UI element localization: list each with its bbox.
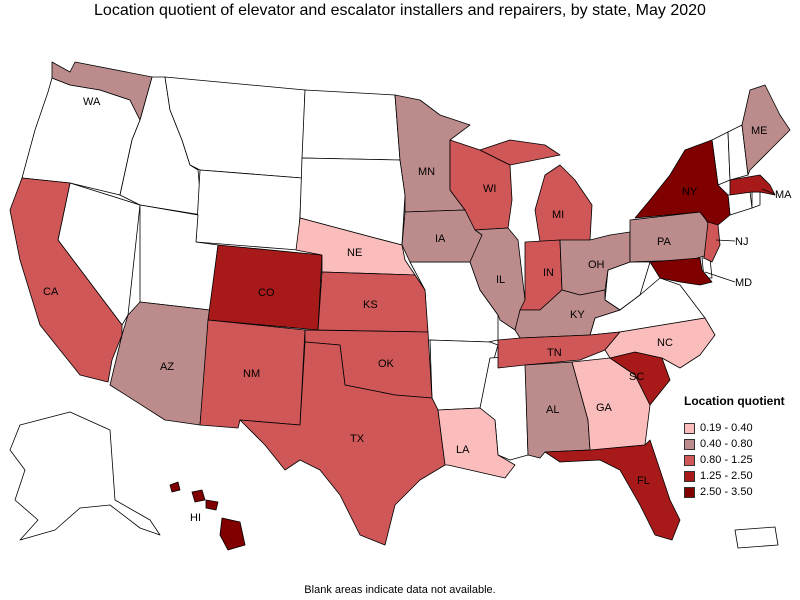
label-tn: TN <box>547 347 562 359</box>
label-ne: NE <box>347 247 362 259</box>
legend-rows: 0.19 - 0.40 0.40 - 0.80 0.80 - 1.25 1.25 - … <box>684 420 796 500</box>
label-wi: WI <box>483 183 496 195</box>
legend-item: 2.50 - 3.50 <box>684 484 796 500</box>
label-ny: NY <box>682 186 698 198</box>
state-wa[interactable] <box>51 61 153 121</box>
state-nc[interactable] <box>604 317 716 369</box>
state-wy[interactable] <box>195 169 303 251</box>
label-ca: CA <box>43 286 59 298</box>
label-pa: PA <box>657 236 672 248</box>
label-wa: WA <box>83 96 101 108</box>
state-il[interactable] <box>469 227 526 331</box>
label-ma: MA <box>775 189 792 201</box>
map-title: Location quotient of elevator and escala… <box>94 2 706 19</box>
label-nj: NJ <box>735 236 748 248</box>
label-nc: NC <box>657 337 673 349</box>
state-hi[interactable] <box>169 481 246 551</box>
state-ri[interactable] <box>751 191 761 209</box>
label-al: AL <box>546 404 559 416</box>
label-me: ME <box>751 125 768 137</box>
legend-label: 2.50 - 3.50 <box>700 486 753 498</box>
footnote: Blank areas indicate data not available. <box>304 584 496 596</box>
state-tx[interactable] <box>239 341 446 546</box>
legend-swatch <box>684 422 695 434</box>
legend-swatch <box>684 486 695 498</box>
label-ky: KY <box>570 309 585 321</box>
label-az: AZ <box>160 361 174 373</box>
label-fl: FL <box>637 475 650 487</box>
state-ak[interactable] <box>9 411 161 541</box>
state-ca[interactable] <box>9 177 123 383</box>
label-nm: NM <box>243 368 260 380</box>
label-tx: TX <box>350 433 365 445</box>
legend-title: Location quotient <box>684 394 785 408</box>
state-mi[interactable] <box>479 139 593 243</box>
legend-swatch <box>684 470 695 482</box>
legend-item: 0.40 - 0.80 <box>684 436 796 452</box>
state-md[interactable] <box>649 257 713 286</box>
legend-item: 0.80 - 1.25 <box>684 452 796 468</box>
leader-lines <box>704 188 776 283</box>
label-mi: MI <box>552 209 564 221</box>
label-ia: IA <box>435 233 446 245</box>
legend-label: 1.25 - 2.50 <box>700 470 753 482</box>
label-mn: MN <box>418 166 435 178</box>
legend-item: 0.19 - 0.40 <box>684 420 796 436</box>
state-ny[interactable] <box>634 139 731 231</box>
leader-nj <box>715 239 736 242</box>
state-nd[interactable] <box>301 89 401 161</box>
legend-label: 0.19 - 0.40 <box>700 422 753 434</box>
label-oh: OH <box>588 259 605 271</box>
legend-swatch <box>684 438 695 450</box>
state-fl[interactable] <box>544 439 681 541</box>
legend-label: 0.40 - 0.80 <box>700 438 753 450</box>
state-nj[interactable] <box>703 221 721 263</box>
leader-ma <box>761 188 776 195</box>
legend-label: 0.80 - 1.25 <box>700 454 753 466</box>
label-la: LA <box>456 444 470 456</box>
label-il: IL <box>496 274 505 286</box>
leader-md <box>704 271 736 283</box>
state-la[interactable] <box>437 407 516 479</box>
state-ks[interactable] <box>317 271 429 333</box>
state-me[interactable] <box>741 84 791 176</box>
legend-swatch <box>684 454 695 466</box>
label-ok: OK <box>378 358 395 370</box>
state-pr[interactable] <box>734 526 779 549</box>
legend-item: 1.25 - 2.50 <box>684 468 796 484</box>
label-in: IN <box>543 267 554 279</box>
label-ga: GA <box>596 402 613 414</box>
label-sc: SC <box>629 371 644 383</box>
state-ct[interactable] <box>727 191 753 216</box>
legend: Location quotient 0.19 - 0.40 0.40 - 0.80… <box>684 394 796 500</box>
label-co: CO <box>258 287 275 299</box>
label-md: MD <box>735 277 752 289</box>
label-hi: HI <box>190 512 201 524</box>
label-ks: KS <box>363 299 378 311</box>
